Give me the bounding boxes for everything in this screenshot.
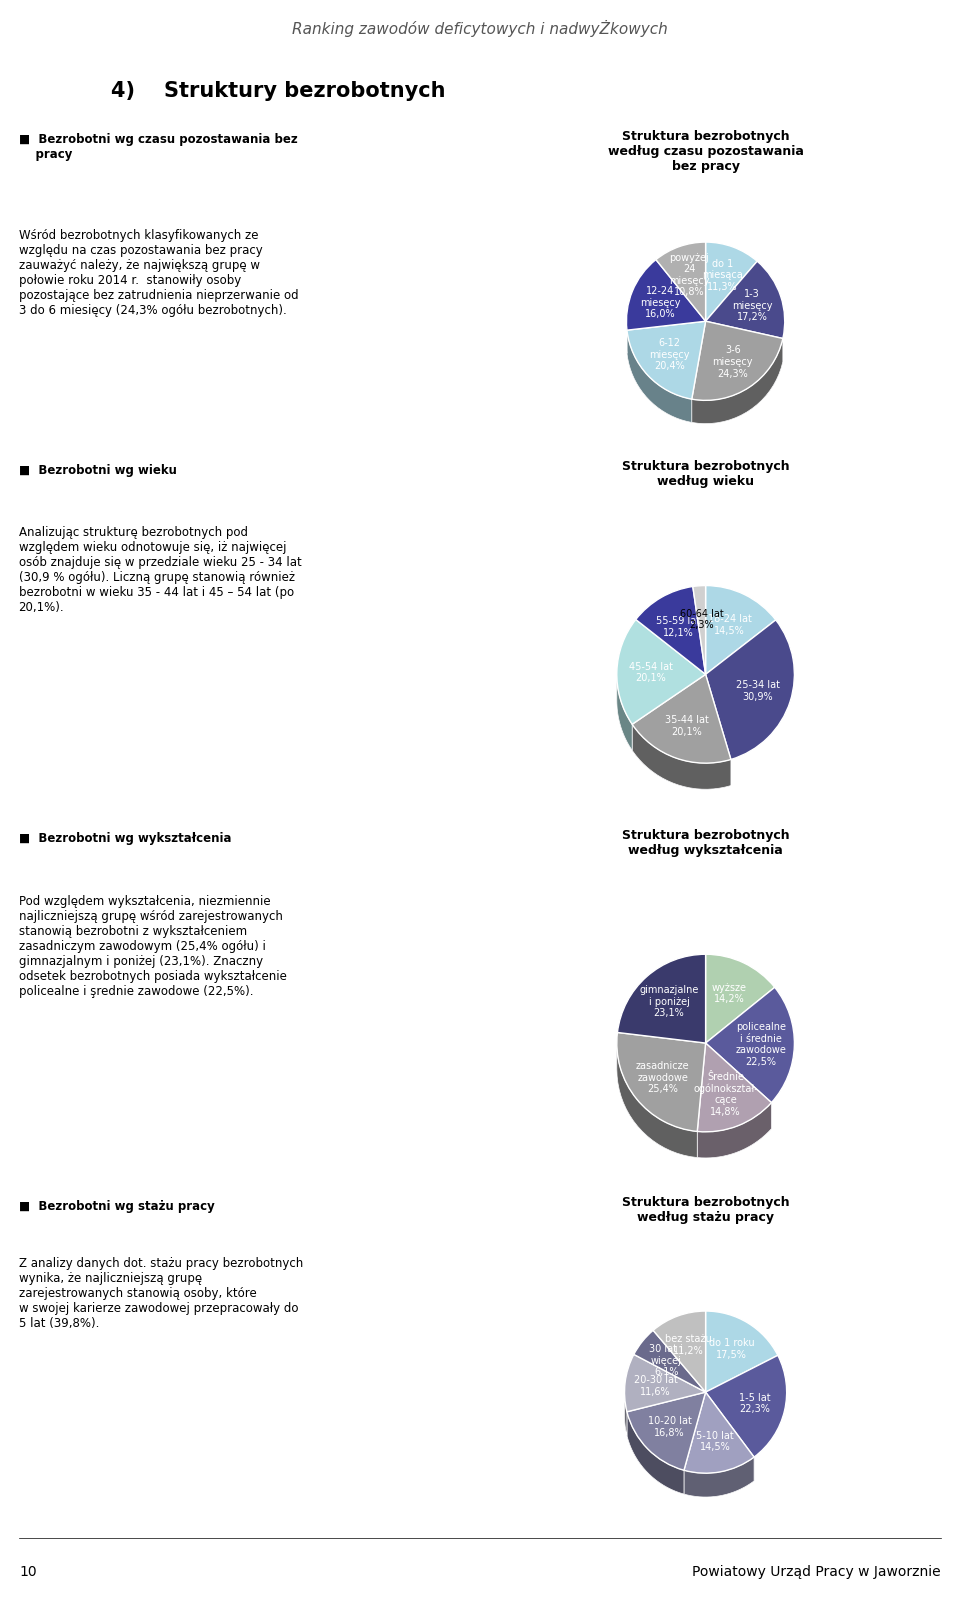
Text: Pod względem wykształcenia, niezmiennie
najliczniejszą grupę wśród zarejestrowan: Pod względem wykształcenia, niezmiennie … (18, 894, 286, 999)
Text: Powiatowy Urząd Pracy w Jaworznie: Powiatowy Urząd Pracy w Jaworznie (692, 1565, 941, 1579)
Text: Analizując strukturę bezrobotnych pod
względem wieku odnotowuje się, iż najwięce: Analizując strukturę bezrobotnych pod wz… (18, 526, 301, 614)
Text: Struktura bezrobotnych
według wieku: Struktura bezrobotnych według wieku (622, 460, 789, 487)
Text: Struktura bezrobotnych
według wykształcenia: Struktura bezrobotnych według wykształce… (622, 829, 789, 856)
Text: ■  Bezrobotni wg czasu pozostawania bez
    pracy: ■ Bezrobotni wg czasu pozostawania bez p… (18, 133, 298, 162)
Text: 4)    Struktury bezrobotnych: 4) Struktury bezrobotnych (111, 82, 445, 101)
Text: Z analizy danych dot. stażu pracy bezrobotnych
wynika, że najliczniejszą grupę
z: Z analizy danych dot. stażu pracy bezrob… (18, 1257, 302, 1330)
Text: Wśród bezrobotnych klasyfikowanych ze
względu na czas pozostawania bez pracy
zau: Wśród bezrobotnych klasyfikowanych ze wz… (18, 229, 299, 317)
Text: Struktura bezrobotnych
według czasu pozostawania
bez pracy: Struktura bezrobotnych według czasu pozo… (608, 130, 804, 173)
Text: ■  Bezrobotni wg wykształcenia: ■ Bezrobotni wg wykształcenia (18, 832, 231, 845)
Text: Ranking zawodów deficytowych i nadwyŻkowych: Ranking zawodów deficytowych i nadwyŻkow… (292, 19, 668, 37)
Text: ■  Bezrobotni wg stażu pracy: ■ Bezrobotni wg stażu pracy (18, 1199, 214, 1213)
Text: 10: 10 (19, 1565, 36, 1579)
Text: Struktura bezrobotnych
według stażu pracy: Struktura bezrobotnych według stażu prac… (622, 1196, 789, 1225)
Text: ■  Bezrobotni wg wieku: ■ Bezrobotni wg wieku (18, 463, 177, 476)
